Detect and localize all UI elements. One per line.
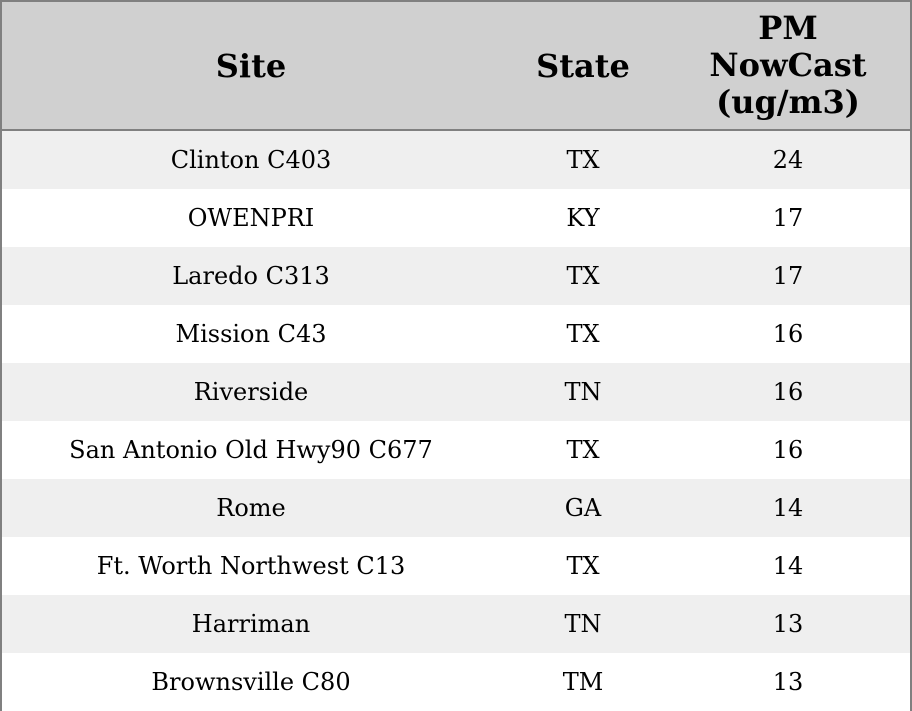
table-cell: GA [500, 479, 666, 537]
table-row: Mission C43 TX 16 [2, 305, 910, 363]
header-cell: Site [2, 2, 500, 131]
table-cell: Mission C43 [2, 305, 500, 363]
header-cell: State [500, 2, 666, 131]
table-row: Riverside TN 16 [2, 363, 910, 421]
table-row: Brownsville C80 TM 13 [2, 653, 910, 711]
header-text: State [536, 47, 630, 85]
table-cell: Ft. Worth Northwest C13 [2, 537, 500, 595]
table-row: Harriman TN 13 [2, 595, 910, 653]
table-cell: 24 [666, 130, 910, 189]
table-body: Clinton C403 TX 24 OWENPRI KY 17 Laredo C313 TX… [2, 130, 910, 711]
table-cell: TX [500, 537, 666, 595]
table-cell: KY [500, 189, 666, 247]
table-cell: TN [500, 595, 666, 653]
table-row: Ft. Worth Northwest C13 TX 14 [2, 537, 910, 595]
table-cell: OWENPRI [2, 189, 500, 247]
table-cell: San Antonio Old Hwy90 C677 [2, 421, 500, 479]
table-row: Rome GA 14 [2, 479, 910, 537]
header-cell: PM NowCast (ug/m3) [666, 2, 910, 131]
table-cell: 16 [666, 363, 910, 421]
table-cell: Rome [2, 479, 500, 537]
table-row: OWENPRI KY 17 [2, 189, 910, 247]
table-cell: TX [500, 130, 666, 189]
header-row: Site State PM NowCast (ug/m3) [2, 2, 910, 131]
table-cell: 17 [666, 189, 910, 247]
table-cell: 17 [666, 247, 910, 305]
table-cell: 14 [666, 479, 910, 537]
table-cell: 13 [666, 653, 910, 711]
table-cell: TX [500, 247, 666, 305]
table-cell: TN [500, 363, 666, 421]
table-cell: TX [500, 421, 666, 479]
table-row: San Antonio Old Hwy90 C677 TX 16 [2, 421, 910, 479]
table-cell: Harriman [2, 595, 500, 653]
table-row: Clinton C403 TX 24 [2, 130, 910, 189]
table-cell: TX [500, 305, 666, 363]
header-text: Site [215, 47, 287, 85]
table-cell: 16 [666, 421, 910, 479]
table-cell: 14 [666, 537, 910, 595]
table-cell: 16 [666, 305, 910, 363]
table-cell: Laredo C313 [2, 247, 500, 305]
table-cell: Clinton C403 [2, 130, 500, 189]
table-cell: 13 [666, 595, 910, 653]
table-cell: Brownsville C80 [2, 653, 500, 711]
table-cell: TM [500, 653, 666, 711]
table-row: Laredo C313 TX 17 [2, 247, 910, 305]
table-cell: Riverside [2, 363, 500, 421]
header-text: PM NowCast (ug/m3) [709, 9, 867, 121]
